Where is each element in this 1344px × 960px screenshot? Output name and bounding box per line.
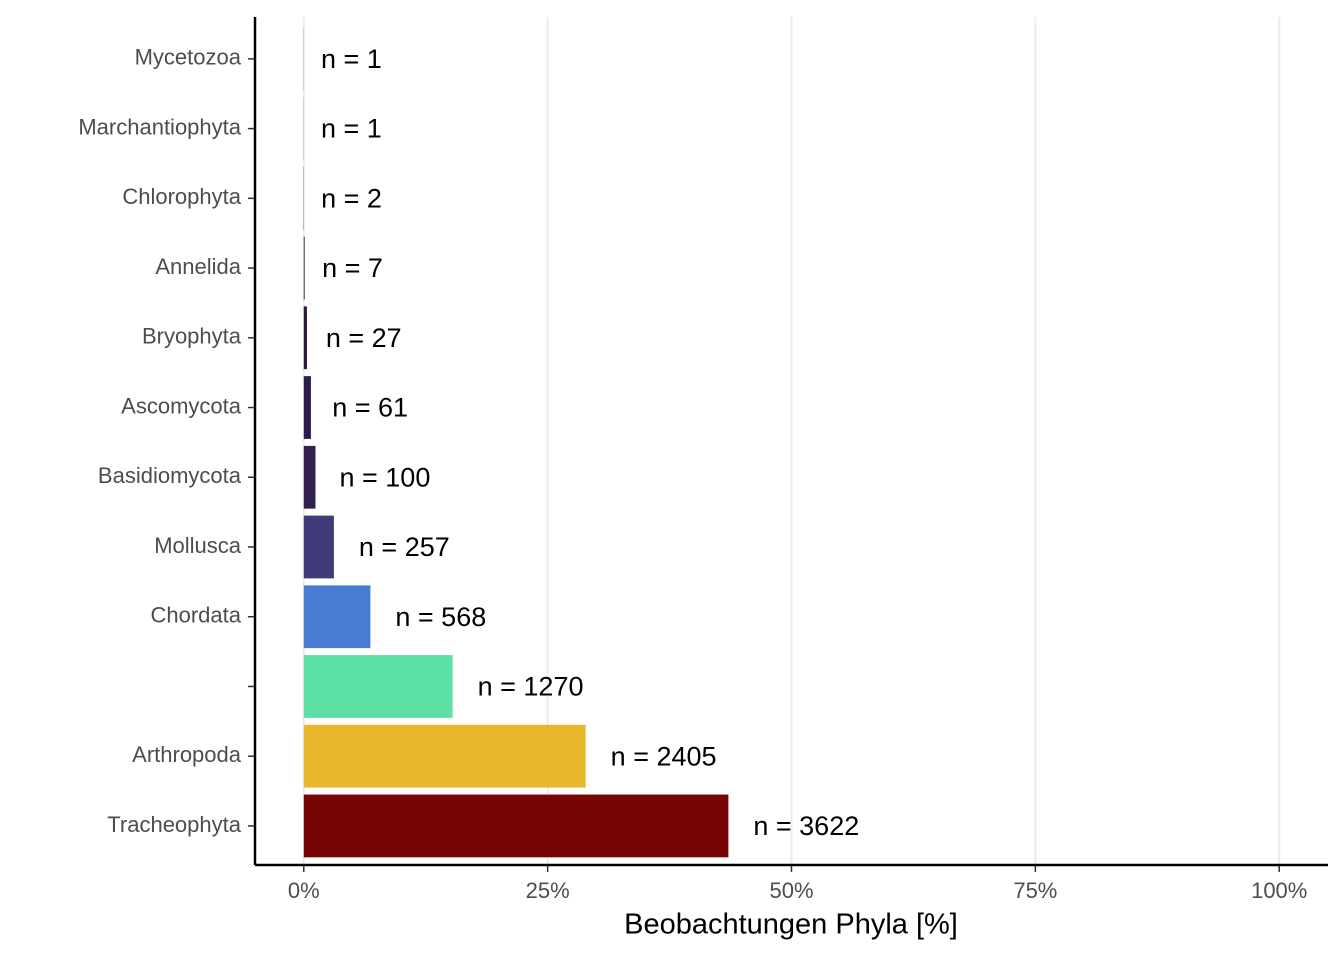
data-label: n = 3622	[753, 811, 859, 841]
x-tick-label: 100%	[1251, 878, 1307, 903]
y-tick-label: Annelida	[155, 254, 241, 279]
data-label: n = 568	[395, 602, 486, 632]
y-tick-label: Basidiomycota	[98, 463, 242, 488]
data-label: n = 1	[321, 114, 382, 144]
y-tick-label: Bryophyta	[142, 324, 242, 349]
bar	[303, 515, 334, 579]
y-tick-label: Arthropoda	[132, 742, 242, 767]
data-label: n = 1270	[478, 672, 584, 702]
x-tick-label: 75%	[1013, 878, 1057, 903]
bar	[303, 724, 586, 788]
data-label: n = 1	[321, 44, 382, 74]
bar	[303, 376, 311, 439]
data-label: n = 100	[340, 462, 431, 492]
bar	[303, 236, 305, 300]
bar	[303, 306, 307, 370]
data-label: n = 2	[321, 183, 382, 213]
data-label: n = 61	[332, 393, 408, 423]
bar	[303, 655, 453, 718]
y-tick-label: Mycetozoa	[135, 45, 242, 70]
x-tick-label: 25%	[526, 878, 570, 903]
bar	[303, 585, 371, 649]
x-axis-title: Beobachtungen Phyla [%]	[624, 909, 958, 941]
x-tick-label: 0%	[288, 878, 320, 903]
x-tick-label: 50%	[769, 878, 813, 903]
data-label: n = 27	[326, 323, 402, 353]
y-tick-label: Chlorophyta	[122, 184, 241, 209]
y-tick-label: Marchantiophyta	[78, 114, 241, 139]
data-label: n = 257	[359, 532, 450, 562]
y-tick-label: Ascomycota	[121, 393, 242, 418]
data-label: n = 7	[322, 253, 383, 283]
y-tick-label: Mollusca	[154, 533, 242, 558]
bar	[303, 794, 729, 858]
data-label: n = 2405	[611, 741, 717, 771]
bar	[303, 445, 316, 509]
y-tick-label: Tracheophyta	[107, 812, 241, 837]
y-tick-label: Chordata	[150, 603, 241, 628]
